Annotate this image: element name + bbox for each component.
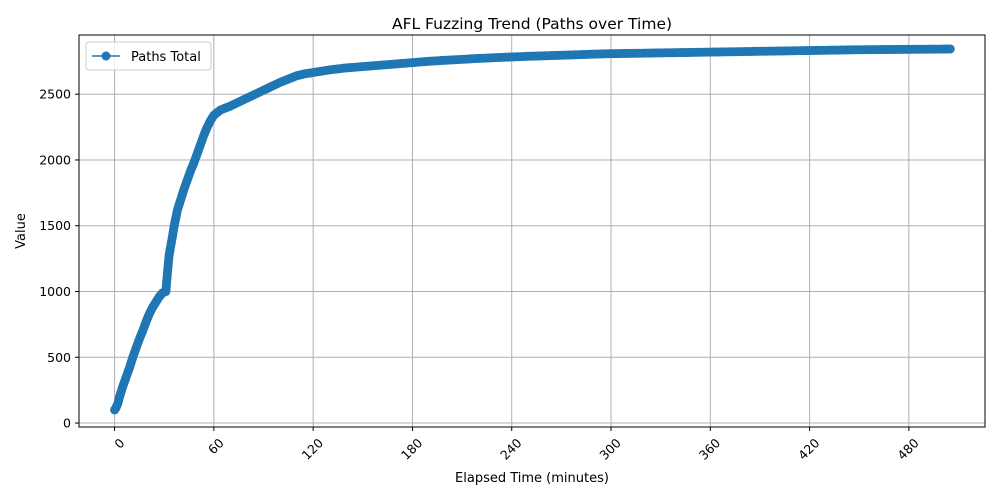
x-tick-label: 240 bbox=[497, 435, 525, 463]
legend: Paths Total bbox=[85, 41, 212, 71]
legend-label: Paths Total bbox=[131, 50, 201, 65]
x-axis-label: Elapsed Time (minutes) bbox=[455, 471, 609, 486]
x-tick-label: 300 bbox=[596, 435, 624, 463]
x-tick-label: 420 bbox=[795, 435, 823, 463]
grid-layer bbox=[79, 35, 985, 427]
y-tick-label: 2000 bbox=[39, 152, 71, 167]
x-tick-label: 180 bbox=[398, 435, 426, 463]
chart-title: AFL Fuzzing Trend (Paths over Time) bbox=[392, 15, 672, 33]
legend-point-marker bbox=[101, 51, 111, 61]
plot-frame bbox=[78, 34, 986, 428]
y-tick-label: 1000 bbox=[39, 284, 71, 299]
legend-box bbox=[85, 41, 212, 71]
y-tick-label: 2500 bbox=[39, 87, 71, 102]
y-tick-label: 500 bbox=[47, 350, 71, 365]
y-tick-label: 0 bbox=[63, 416, 71, 431]
x-tick-label: 0 bbox=[111, 435, 127, 451]
x-tick-label: 120 bbox=[299, 435, 327, 463]
x-tick-label: 60 bbox=[205, 435, 227, 457]
data-point bbox=[945, 44, 955, 54]
x-tick-label: 360 bbox=[696, 435, 724, 463]
x-tick-label: 480 bbox=[894, 435, 922, 463]
y-tick-label: 1500 bbox=[39, 218, 71, 233]
series-points bbox=[110, 44, 955, 415]
y-axis-label: Value bbox=[14, 213, 29, 249]
series-layer bbox=[110, 44, 955, 415]
